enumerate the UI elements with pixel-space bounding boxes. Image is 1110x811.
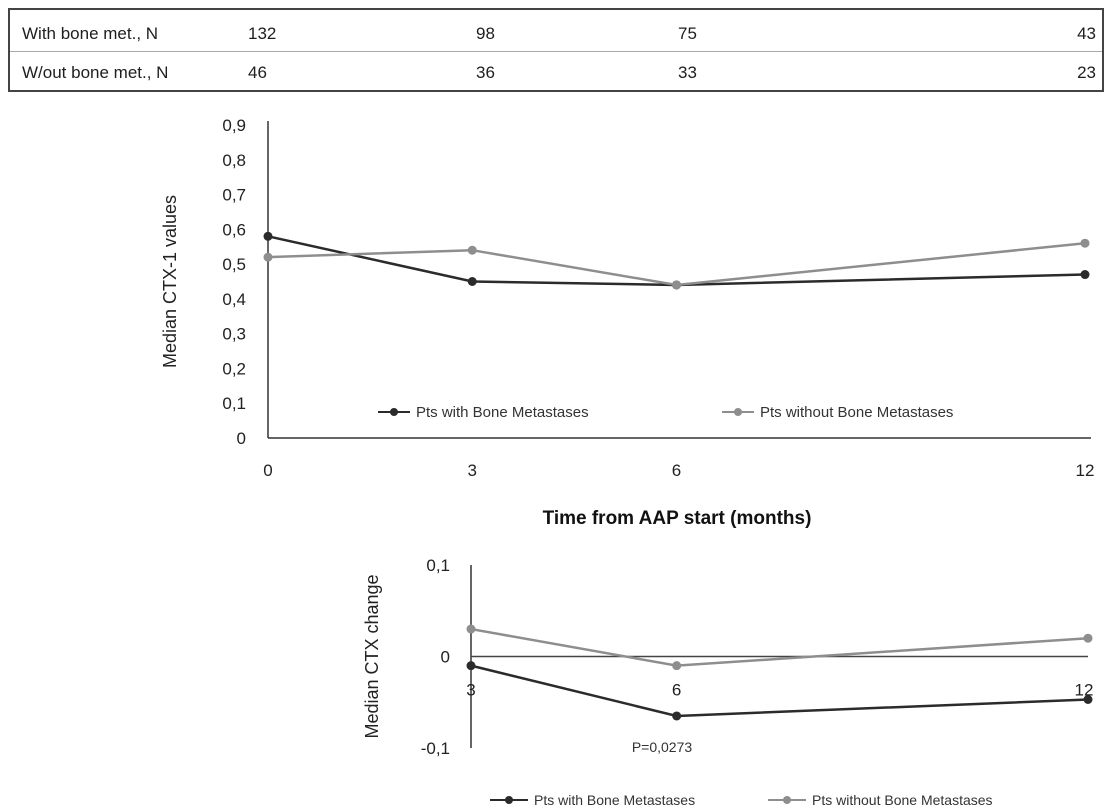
- y-axis-title: Median CTX-1 values: [160, 195, 180, 368]
- y-tick-label: 0,1: [426, 556, 450, 575]
- x-tick-label: 6: [672, 681, 681, 700]
- data-point: [467, 245, 477, 255]
- y-tick-label: 0: [441, 648, 450, 667]
- legend-label: Pts without Bone Metastases: [760, 404, 953, 421]
- y-tick-label: 0,3: [222, 325, 246, 344]
- table-row: W/out bone met., N 46 36 33 23: [10, 55, 1102, 93]
- x-tick-label: 12: [1075, 681, 1094, 700]
- data-point: [1080, 270, 1090, 280]
- x-tick-label: 3: [466, 681, 475, 700]
- data-point: [672, 280, 681, 290]
- row-label: With bone met., N: [22, 24, 159, 43]
- x-tick-label: 3: [468, 461, 477, 480]
- data-point: [466, 661, 476, 671]
- table-divider: [10, 51, 1102, 52]
- table-cell: 36: [476, 63, 495, 82]
- data-point: [1080, 238, 1090, 248]
- table-cell: 43: [1077, 24, 1096, 43]
- y-tick-label: 0: [237, 429, 246, 448]
- table-cell: 75: [678, 24, 697, 43]
- legend-label: Pts without Bone Metastases: [812, 792, 993, 808]
- table-cell: 46: [248, 63, 267, 82]
- y-tick-label: 0,6: [222, 220, 246, 239]
- data-point: [672, 711, 682, 721]
- row-label: W/out bone met., N: [22, 63, 169, 82]
- series-line: [470, 664, 1089, 718]
- y-tick-label: 0,4: [222, 290, 246, 309]
- legend-swatch-marker: [390, 408, 398, 416]
- y-tick-label: 0,8: [222, 151, 246, 170]
- legend-label: Pts with Bone Metastases: [416, 404, 589, 421]
- data-point: [466, 624, 476, 634]
- y-tick-label: 0,2: [222, 359, 246, 378]
- table-cell: 98: [476, 24, 495, 43]
- x-tick-label: 6: [672, 461, 681, 480]
- table-cell: 23: [1077, 63, 1096, 82]
- table-cell: 33: [678, 63, 697, 82]
- y-tick-label: 0,7: [222, 186, 246, 205]
- series-line: [470, 627, 1089, 667]
- legend-swatch-marker: [734, 408, 742, 416]
- x-axis-title: Time from AAP start (months): [543, 508, 812, 529]
- x-tick-label: 0: [263, 461, 272, 480]
- y-tick-label: 0,1: [222, 394, 246, 413]
- data-point: [263, 231, 273, 241]
- y-axis-title: Median CTX change: [362, 574, 382, 738]
- legend-swatch-marker: [505, 796, 513, 804]
- data-point: [1083, 633, 1093, 643]
- patient-count-table: With bone met., N 132 98 75 43 W/out bon…: [8, 8, 1104, 92]
- legend-swatch-marker: [783, 796, 791, 804]
- series-line: [267, 235, 1086, 287]
- data-point: [1083, 695, 1093, 705]
- legend-label: Pts with Bone Metastases: [534, 792, 695, 808]
- p-value-annotation: P=0,0273: [632, 739, 693, 755]
- data-point: [263, 252, 273, 262]
- x-tick-label: 12: [1076, 461, 1095, 480]
- data-point: [672, 661, 682, 671]
- y-tick-label: 0,9: [222, 116, 246, 135]
- y-tick-label: -0,1: [421, 739, 450, 758]
- y-tick-label: 0,5: [222, 255, 246, 274]
- series-line: [267, 242, 1086, 287]
- table-row: With bone met., N 132 98 75 43: [10, 16, 1102, 54]
- table-cell: 132: [248, 24, 277, 43]
- data-point: [467, 277, 477, 286]
